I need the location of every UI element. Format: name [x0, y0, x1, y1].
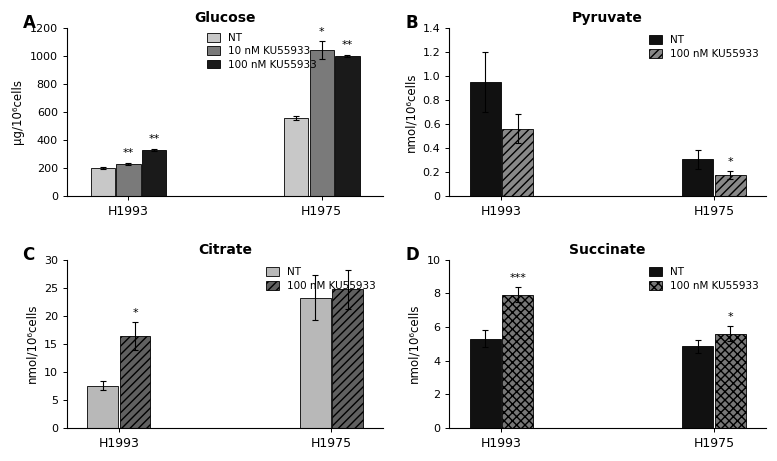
Text: *: * [727, 157, 733, 167]
Text: C: C [23, 246, 35, 264]
Bar [470, 339, 500, 428]
Title: Pyruvate: Pyruvate [572, 11, 643, 25]
Bar [284, 118, 308, 196]
Text: B: B [405, 14, 418, 32]
Bar [87, 386, 118, 428]
Legend: NT, 100 nM KU55933: NT, 100 nM KU55933 [647, 265, 761, 293]
Bar [470, 82, 500, 196]
Title: Citrate: Citrate [198, 243, 252, 257]
Y-axis label: nmol/10⁶cells: nmol/10⁶cells [408, 304, 421, 384]
Text: **: ** [342, 41, 353, 50]
Bar [91, 168, 115, 196]
Text: **: ** [123, 148, 134, 159]
Bar [117, 164, 141, 196]
Text: **: ** [148, 134, 159, 144]
Bar [502, 295, 533, 428]
Legend: NT, 10 nM KU55933, 100 nM KU55933: NT, 10 nM KU55933, 100 nM KU55933 [205, 31, 319, 71]
Bar [141, 150, 166, 196]
Bar [335, 56, 360, 196]
Text: *: * [319, 27, 325, 37]
Bar [682, 160, 713, 196]
Bar [715, 334, 746, 428]
Title: Succinate: Succinate [570, 243, 646, 257]
Text: D: D [405, 246, 419, 264]
Bar [309, 50, 334, 196]
Text: A: A [23, 14, 36, 32]
Text: *: * [132, 308, 138, 318]
Text: *: * [727, 312, 733, 322]
Y-axis label: μg/10⁶cells: μg/10⁶cells [11, 79, 24, 144]
Bar [332, 290, 363, 428]
Bar [715, 175, 746, 196]
Y-axis label: nmol/10⁶cells: nmol/10⁶cells [404, 72, 417, 152]
Title: Glucose: Glucose [194, 11, 256, 25]
Bar [120, 337, 151, 428]
Text: ***: *** [509, 273, 526, 283]
Bar [682, 346, 713, 428]
Bar [502, 129, 533, 196]
Bar [300, 298, 330, 428]
Y-axis label: nmol/10⁶cells: nmol/10⁶cells [25, 304, 38, 384]
Legend: NT, 100 nM KU55933: NT, 100 nM KU55933 [264, 265, 378, 293]
Legend: NT, 100 nM KU55933: NT, 100 nM KU55933 [647, 33, 761, 61]
